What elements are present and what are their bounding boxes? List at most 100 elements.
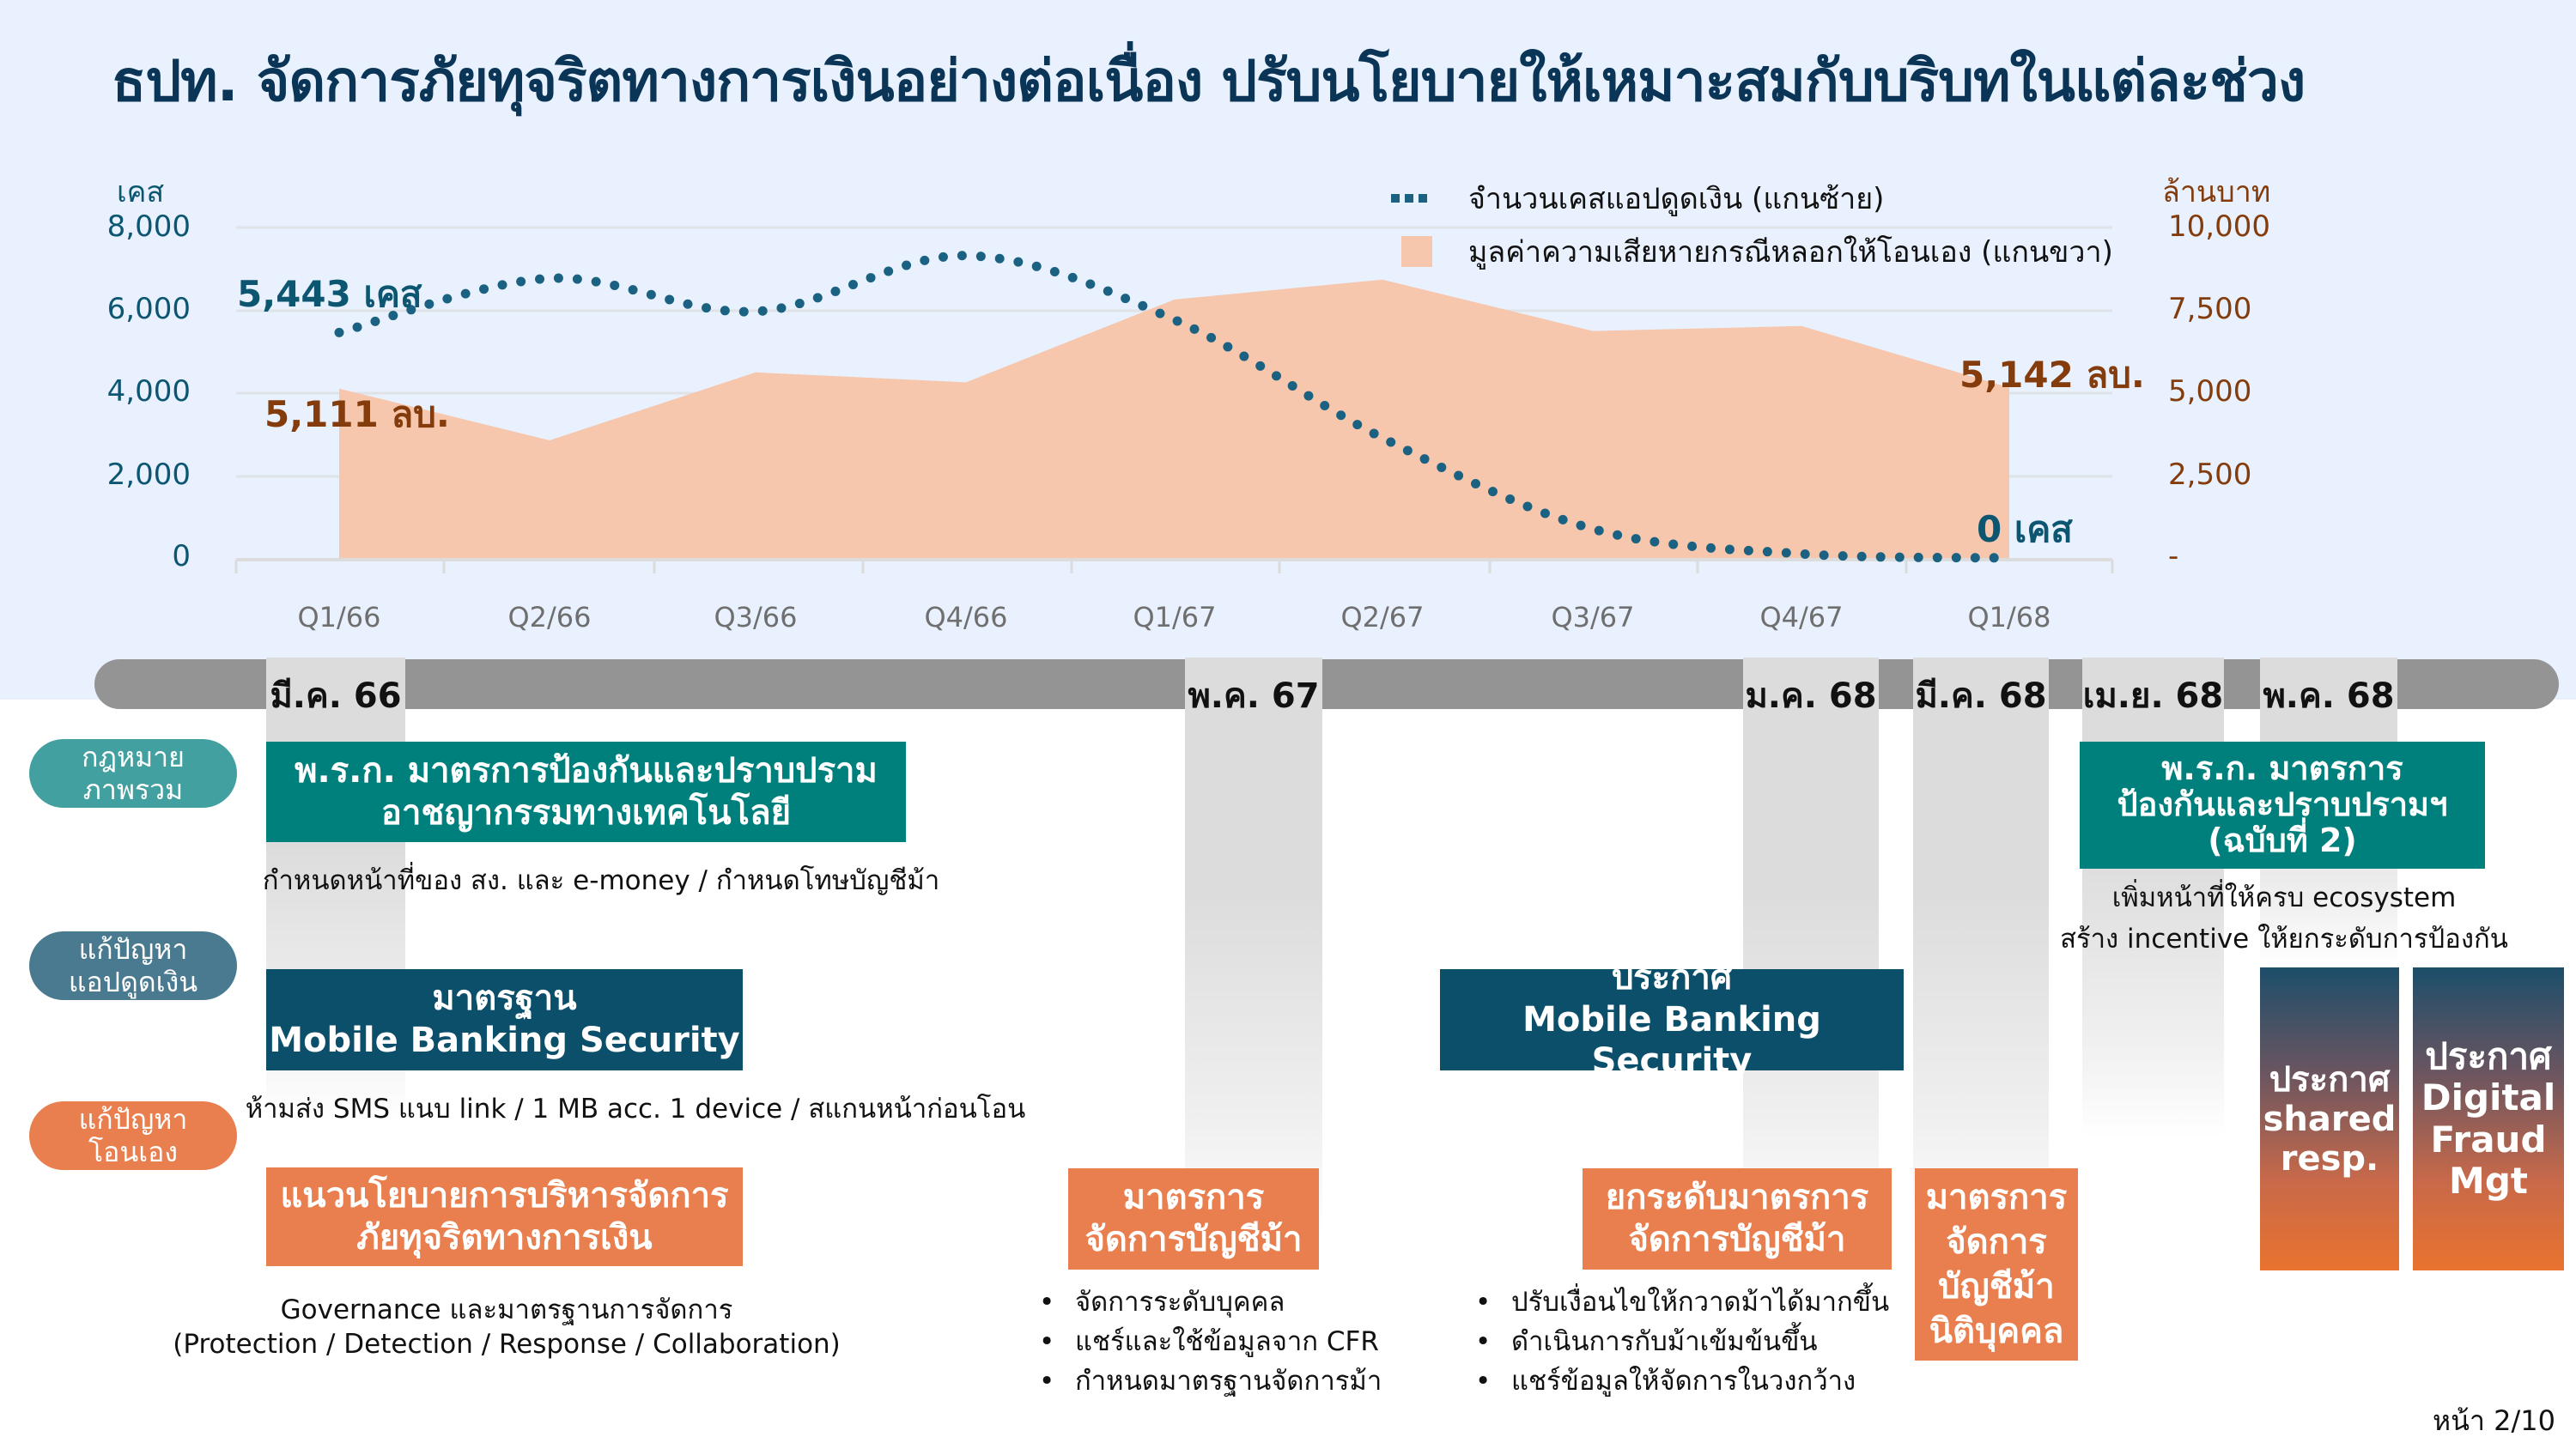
left-axis-tick: 0 — [172, 539, 191, 573]
fraud-policy-description-1: Governance และมาตรฐานการจัดการ — [280, 1294, 733, 1325]
legend-item-cases: จำนวนเคสแอปดูดเงิน (แกนซ้าย) — [1391, 172, 2113, 225]
row-label-self-transfer: แก้ปัญหา โอนเอง — [29, 1101, 237, 1170]
legend-item-loss: มูลค่าความเสียหายกรณีหลอกให้โอนเอง (แกนข… — [1391, 225, 2113, 278]
timeline-event-date: ม.ค. 68 — [1745, 676, 1877, 716]
box-line: จัดการบัญชีม้า — [1628, 1220, 1846, 1259]
x-axis-tick: Q4/66 — [924, 601, 1008, 634]
x-axis-tick: Q2/67 — [1340, 601, 1425, 634]
chart-legend: จำนวนเคสแอปดูดเงิน (แกนซ้าย) มูลค่าความเ… — [1391, 172, 2113, 278]
right-axis-tick: 5,000 — [2168, 374, 2252, 409]
loss-start-annotation: 5,111 ลบ. — [264, 393, 450, 435]
dotted-line-icon — [1391, 194, 1443, 203]
x-axis-tick: Q3/67 — [1551, 601, 1635, 634]
cases-line — [334, 251, 2014, 563]
timeline-event-date: มี.ค. 66 — [270, 676, 402, 716]
box-line: Digital — [2421, 1076, 2556, 1119]
event-column — [2082, 658, 2224, 1138]
corporate-mule-box: มาตรการ จัดการ บัญชีม้า นิติบุคคล — [1915, 1168, 2078, 1361]
row-label-line: แอปดูดเงิน — [68, 966, 198, 998]
timeline-event-date: พ.ค. 67 — [1188, 676, 1320, 716]
box-line: (ฉบับที่ 2) — [2208, 821, 2357, 859]
box-line: Mobile Banking Security — [269, 1021, 740, 1060]
mule-measure-box: มาตรการ จัดการบัญชีม้า — [1068, 1168, 1319, 1270]
row-label-line: กฎหมาย — [82, 741, 185, 773]
x-axis-tick: Q4/67 — [1759, 601, 1844, 634]
box-line: Fraud — [2430, 1118, 2547, 1161]
row-label-line: โอนเอง — [88, 1136, 179, 1168]
loss-end-annotation: 5,142 ลบ. — [1959, 354, 2145, 396]
box-line: shared — [2263, 1099, 2397, 1139]
mbs-notice-box: ประกาศ Mobile Banking Security — [1440, 958, 1904, 1081]
box-line: แนวนโยบายการบริหารจัดการ — [280, 1175, 729, 1216]
right-axis-tick: 10,000 — [2168, 209, 2270, 244]
box-line: มาตรฐาน — [432, 979, 577, 1019]
page-title: ธปท. จัดการภัยทุจริตทางการเงินอย่างต่อเน… — [112, 48, 2306, 114]
left-axis-tick: 2,000 — [106, 458, 191, 492]
event-column — [1913, 658, 2049, 1241]
right-axis-tick: - — [2168, 539, 2179, 573]
box-line: ป้องกันและปราบปรามฯ — [2117, 785, 2448, 824]
digital-fraud-mgt-notice-box: ประกาศ Digital Fraud Mgt — [2413, 967, 2564, 1270]
box-line: มาตรการ — [1122, 1178, 1265, 1218]
row-label-line: แก้ปัญหา — [78, 933, 188, 966]
event-column — [1743, 658, 1879, 1241]
fraud-policy-description-2: (Protection / Detection / Response / Col… — [173, 1329, 841, 1360]
box-line: บัญชีม้า — [1938, 1267, 2055, 1307]
mule-upgrade-bullets: ปรับเงื่อนไขให้กวาดม้าได้มากขึ้น ดำเนินก… — [1475, 1282, 1889, 1401]
box-line: ภัยทุจริตทางการเงิน — [356, 1217, 653, 1258]
bullet-item: จัดการระดับบุคคล — [1039, 1282, 1382, 1322]
box-line: Mobile Banking Security — [1522, 999, 1821, 1082]
row-label-line: ภาพรวม — [82, 773, 184, 806]
shared-resp-notice-box: ประกาศ shared resp. — [2260, 967, 2399, 1270]
box-line: ยกระดับมาตรการ — [1605, 1178, 1869, 1218]
timeline-event-date: เม.ย. 68 — [2082, 676, 2224, 716]
chart-plot — [234, 226, 2114, 573]
box-line: resp. — [2280, 1138, 2379, 1179]
x-axis-tick: Q1/67 — [1133, 601, 1217, 634]
area-swatch-icon — [1401, 236, 1432, 267]
bullet-item: แชร์ข้อมูลให้จัดการในวงกว้าง — [1475, 1361, 1889, 1401]
event-column — [1185, 658, 1322, 1241]
row-label-law: กฎหมาย ภาพรวม — [29, 739, 237, 808]
mule-upgrade-box: ยกระดับมาตรการ จัดการบัญชีม้า — [1583, 1168, 1892, 1270]
left-axis-tick: 8,000 — [106, 209, 191, 244]
bullet-item: ปรับเงื่อนไขให้กวาดม้าได้มากขึ้น — [1475, 1282, 1889, 1322]
law-amendment-description-1: เพิ่มหน้าที่ให้ครบ ecosystem — [2111, 882, 2457, 913]
law-decree-description: กำหนดหน้าที่ของ สง. และ e-money / กำหนดโ… — [262, 865, 940, 896]
cases-end-annotation: 0 เคส — [1977, 508, 2073, 550]
box-line: จัดการบัญชีม้า — [1084, 1220, 1303, 1259]
law-decree-box: พ.ร.ก. มาตรการป้องกันและปราบปราม อาชญากร… — [266, 742, 906, 842]
left-axis-title: เคส — [117, 175, 165, 209]
box-line: ประกาศ — [1611, 957, 1733, 997]
mbs-standard-box: มาตรฐาน Mobile Banking Security — [266, 969, 743, 1070]
row-label-app-fraud: แก้ปัญหา แอปดูดเงิน — [29, 931, 237, 1000]
legend-label: มูลค่าความเสียหายกรณีหลอกให้โอนเอง (แกนข… — [1468, 235, 2113, 270]
law-amendment-description-2: สร้าง incentive ให้ยกระดับการป้องกัน — [2060, 924, 2508, 955]
timeline-event-date: มี.ค. 68 — [1915, 676, 2047, 716]
right-axis-tick: 7,500 — [2168, 292, 2252, 326]
cases-start-annotation: 5,443 เคส — [237, 273, 422, 315]
box-line: Mgt — [2449, 1159, 2528, 1202]
box-line: นิติบุคคล — [1929, 1312, 2064, 1351]
right-axis-title: ล้านบาท — [2162, 175, 2271, 209]
right-axis-tick: 2,500 — [2168, 458, 2252, 492]
box-line: พ.ร.ก. มาตรการ — [2161, 749, 2403, 788]
box-line: มาตรการ — [1925, 1178, 2068, 1217]
bullet-item: กำหนดมาตรฐานจัดการม้า — [1039, 1361, 1382, 1401]
legend-label: จำนวนเคสแอปดูดเงิน (แกนซ้าย) — [1468, 182, 1885, 216]
bullet-item: ดำเนินการกับม้าเข้มข้นขึ้น — [1475, 1322, 1889, 1361]
bullet-item: แชร์และใช้ข้อมูลจาก CFR — [1039, 1322, 1382, 1361]
mbs-standard-description: ห้ามส่ง SMS แนบ link / 1 MB acc. 1 devic… — [245, 1094, 1026, 1125]
x-axis-tick: Q1/66 — [297, 601, 381, 634]
x-axis-tick: Q1/68 — [1967, 601, 2051, 634]
timeline-event-date: พ.ค. 68 — [2263, 676, 2395, 716]
box-line: อาชญากรรมทางเทคโนโลยี — [380, 792, 792, 833]
box-line: จัดการ — [1946, 1222, 2047, 1262]
law-decree-amendment-box: พ.ร.ก. มาตรการ ป้องกันและปราบปรามฯ (ฉบับ… — [2080, 742, 2485, 869]
fraud-policy-box: แนวนโยบายการบริหารจัดการ ภัยทุจริตทางการ… — [266, 1167, 743, 1266]
box-line: พ.ร.ก. มาตรการป้องกันและปราบปราม — [295, 750, 878, 791]
left-axis-tick: 4,000 — [106, 374, 191, 409]
left-axis-tick: 6,000 — [106, 292, 191, 326]
loss-area — [339, 279, 2009, 558]
page-number: หน้า 2/10 — [2433, 1404, 2555, 1437]
